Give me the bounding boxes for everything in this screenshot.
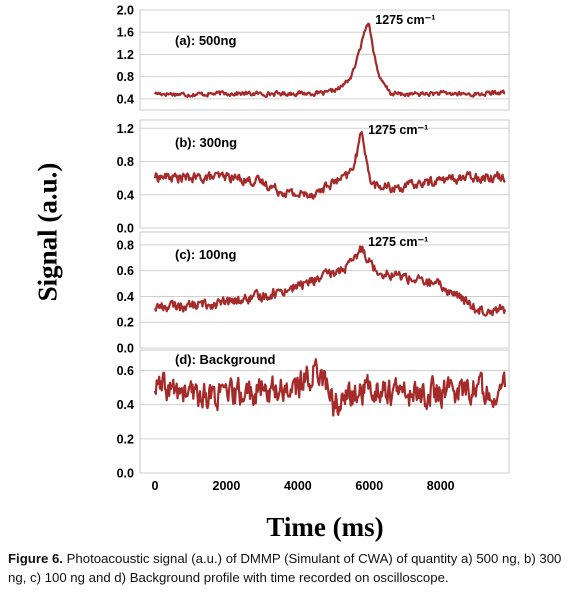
figure-svg: 0.4 0.8 1.2 1.6 2.0 (a): 500ng 1275 cm⁻¹ 0.0 0.4… (117, 4, 510, 493)
y-tick-label: 1.2 (117, 122, 134, 136)
y-tick-label: 0.0 (117, 342, 134, 356)
panel-2: 0.0 0.2 0.4 0.6 0.8 (c): 100ng 1275 cm⁻¹ (117, 231, 510, 356)
y-tick-label: 0.4 (117, 398, 134, 412)
panel-0: 0.4 0.8 1.2 1.6 2.0 (a): 500ng 1275 cm⁻¹ (117, 4, 510, 111)
signal-line (153, 358, 507, 417)
y-tick-label: 0.4 (117, 92, 134, 106)
x-tick-label: 2000 (213, 479, 241, 493)
panel-label: (c): 100ng (175, 247, 236, 262)
y-tick-label: 0.0 (117, 467, 134, 481)
panel-label: (d): Background (175, 352, 275, 367)
signal-line (153, 131, 506, 200)
y-tick-label: 0.2 (117, 432, 134, 446)
caption-label: Figure 6. (8, 551, 63, 566)
y-tick-label: 1.2 (117, 48, 134, 62)
panel-1: 0.0 0.4 0.8 1.2 (b): 300ng 1275 cm⁻¹ (117, 119, 510, 236)
signal-line (153, 245, 507, 317)
panel-3: 0.0 0.2 0.4 0.6 0 2000 4000 6000 8000 (d): Backgr… (117, 349, 510, 493)
y-tick-label: 0.0 (117, 222, 134, 236)
x-tick-label: 8000 (427, 479, 455, 493)
y-tick-label: 0.2 (117, 316, 134, 330)
y-tick-label: 1.6 (117, 26, 134, 40)
panel-label: (b): 300ng (175, 135, 237, 150)
signal-line (154, 22, 506, 98)
peak-annotation: 1275 cm⁻¹ (368, 235, 428, 249)
y-axis-title: Signal (a.u.) (32, 162, 63, 302)
panel-frame (139, 349, 510, 474)
x-tick-label: 4000 (284, 479, 312, 493)
x-tick-label: 6000 (355, 479, 383, 493)
panel-frame (139, 119, 510, 229)
y-tick-label: 0.4 (117, 188, 134, 202)
y-tick-label: 0.6 (117, 264, 134, 278)
y-tick-label: 2.0 (117, 4, 134, 18)
y-tick-label: 0.8 (117, 155, 134, 169)
figure-caption: Figure 6. Photoacoustic signal (a.u.) of… (8, 549, 568, 587)
panel-label: (a): 500ng (175, 33, 236, 48)
y-tick-label: 0.4 (117, 290, 134, 304)
y-tick-label: 0.6 (117, 364, 134, 378)
panel-frame (139, 231, 510, 349)
x-tick-label: 0 (152, 479, 159, 493)
y-tick-label: 0.8 (117, 238, 134, 252)
caption-text: Photoacoustic signal (a.u.) of DMMP (Sim… (8, 551, 562, 585)
peak-annotation: 1275 cm⁻¹ (375, 13, 435, 27)
y-tick-label: 0.8 (117, 70, 134, 84)
x-axis-title: Time (ms) (266, 512, 384, 542)
peak-annotation: 1275 cm⁻¹ (368, 123, 428, 137)
